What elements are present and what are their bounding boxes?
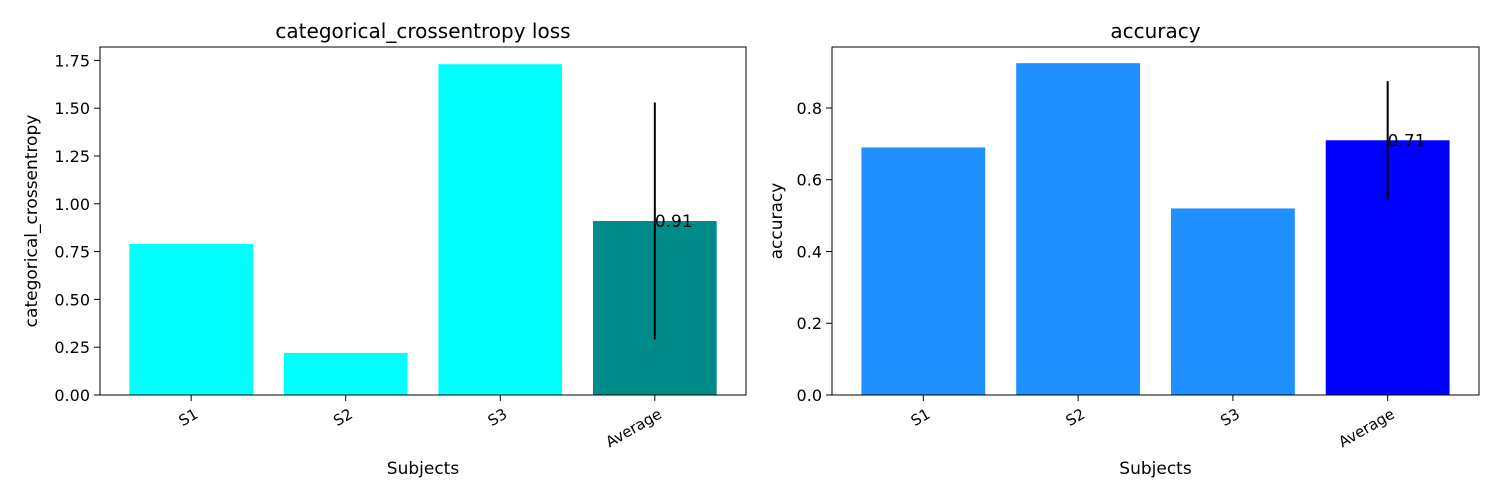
chart-title: categorical_crossentropy loss (275, 19, 570, 43)
x-tick-label: Average (602, 405, 664, 451)
bar-value-label: 0.71 (1388, 131, 1426, 151)
x-axis-label: Subjects (387, 459, 460, 479)
y-tick-label: 0.75 (54, 243, 90, 262)
y-tick-label: 0.50 (54, 290, 90, 309)
x-tick-label: S2 (330, 405, 356, 430)
x-tick-label: S3 (1217, 405, 1243, 430)
y-tick-label: 0.8 (797, 99, 822, 118)
y-axis-label: accuracy (767, 183, 787, 260)
bar-s1 (861, 147, 986, 395)
y-tick-label: 0.6 (797, 171, 822, 190)
bar-s3 (438, 64, 563, 395)
x-tick-label: S2 (1063, 405, 1089, 430)
y-tick-label: 1.25 (54, 147, 90, 166)
y-tick-label: 1.75 (54, 51, 90, 70)
y-tick-label: 1.00 (54, 195, 90, 214)
bar-value-label: 0.91 (655, 212, 693, 232)
x-axis-label: Subjects (1119, 459, 1192, 479)
x-tick-label: S1 (176, 405, 202, 430)
y-tick-label: 0.25 (54, 338, 90, 357)
y-tick-label: 0.4 (797, 242, 822, 261)
x-tick-label: S3 (485, 405, 511, 430)
chart-panel-2: 0.71 0.0 0.2 0.4 0.6 0.8 S1 S2 S3 Average accuracy… (767, 19, 1480, 479)
x-tick-label: S1 (908, 405, 934, 430)
x-tick-label: Average (1335, 405, 1397, 451)
chart-title: accuracy (1110, 19, 1200, 43)
bar-s2 (283, 352, 408, 395)
bar-s1 (129, 243, 253, 395)
y-axis-label: categorical_crossentropy (22, 115, 42, 328)
y-tick-label: 0.0 (797, 386, 822, 405)
y-tick-label: 0.2 (797, 314, 822, 333)
y-tick-label: 0.00 (54, 386, 90, 405)
y-tick-label: 1.50 (54, 99, 90, 118)
bar-s3 (1170, 208, 1295, 395)
plot-frame (99, 46, 747, 396)
plot-frame (831, 46, 1480, 396)
bar-s2 (1016, 63, 1141, 396)
chart-panel-1: 0.91 0.00 0.25 0.50 0.75 1.00 1.25 1.50 1.75 S1 S2… (22, 19, 747, 479)
